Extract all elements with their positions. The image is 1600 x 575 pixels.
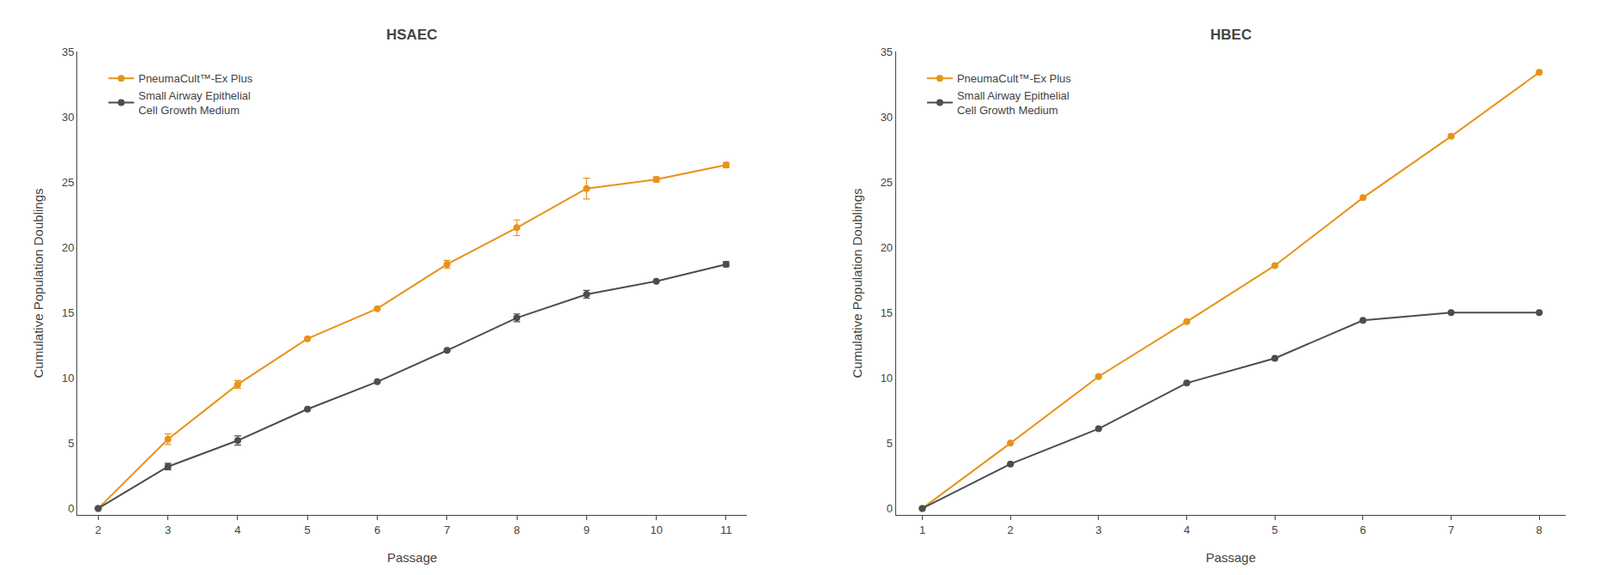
svg-text:30: 30 [880,110,893,124]
svg-text:20: 20 [880,241,893,255]
svg-text:6: 6 [374,523,381,537]
svg-text:15: 15 [61,306,74,320]
svg-text:2: 2 [1007,523,1014,537]
svg-text:10: 10 [61,371,74,385]
svg-text:15: 15 [880,306,893,320]
svg-text:5: 5 [304,523,311,537]
svg-text:10: 10 [880,371,893,385]
svg-text:25: 25 [61,175,74,189]
svg-text:6: 6 [1359,523,1366,537]
svg-text:7: 7 [1448,523,1455,537]
svg-text:Passage: Passage [1206,550,1256,565]
svg-text:3: 3 [1095,523,1102,537]
svg-text:Small Airway EpithelialCell Gr: Small Airway EpithelialCell Growth Mediu… [138,89,251,117]
svg-text:11: 11 [720,523,733,537]
svg-text:5: 5 [67,436,74,450]
svg-text:0: 0 [67,502,74,516]
svg-text:HSAEC: HSAEC [386,26,438,43]
svg-text:8: 8 [1536,523,1543,537]
svg-text:10: 10 [649,523,662,537]
svg-text:35: 35 [880,45,893,59]
svg-text:5: 5 [1272,523,1279,537]
svg-text:0: 0 [886,502,893,516]
svg-text:20: 20 [61,241,74,255]
svg-text:PneumaCult™-Ex Plus: PneumaCult™-Ex Plus [957,72,1072,85]
svg-text:Passage: Passage [387,550,437,565]
svg-text:Small Airway EpithelialCell Gr: Small Airway EpithelialCell Growth Mediu… [957,89,1070,117]
svg-text:2: 2 [95,523,102,537]
svg-text:25: 25 [880,175,893,189]
svg-text:8: 8 [513,523,520,537]
svg-text:4: 4 [1183,523,1190,537]
svg-text:35: 35 [61,45,74,59]
svg-text:4: 4 [234,523,241,537]
svg-text:HBEC: HBEC [1210,26,1252,43]
svg-text:9: 9 [583,523,590,537]
svg-text:Cumulative Population Doubling: Cumulative Population Doublings [849,188,865,379]
svg-text:5: 5 [886,436,893,450]
svg-text:PneumaCult™-Ex Plus: PneumaCult™-Ex Plus [138,72,253,85]
svg-text:30: 30 [61,110,74,124]
svg-text:7: 7 [443,523,450,537]
svg-text:1: 1 [919,523,926,537]
svg-text:Cumulative Population Doubling: Cumulative Population Doublings [30,188,46,379]
svg-text:3: 3 [164,523,171,537]
